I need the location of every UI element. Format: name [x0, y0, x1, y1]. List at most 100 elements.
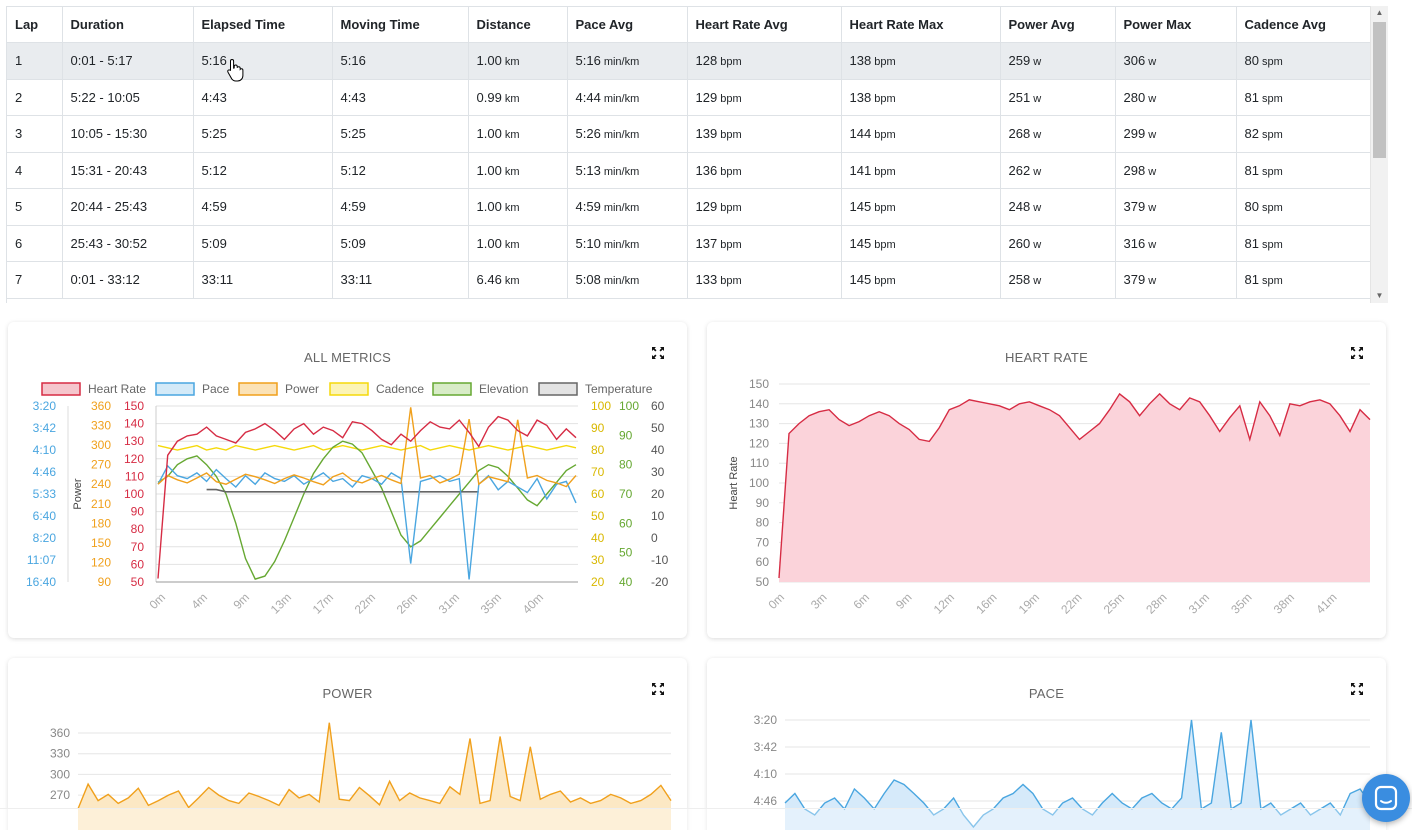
column-header-heart-rate-avg[interactable]: Heart Rate Avg	[687, 6, 842, 43]
cell-unit: km	[504, 129, 520, 142]
cell-cadence: 81 spm	[1236, 225, 1372, 262]
table-row[interactable]: 7 0:01 - 33:12 33:11 33:11 6.46 km 5:08 min/km 1…	[7, 261, 1372, 299]
pace-title: PACE	[1028, 686, 1065, 701]
heart_rate-tick-label: 100	[124, 487, 144, 501]
expand-arrows-icon[interactable]	[651, 346, 665, 360]
cell-elapsed: 5:12	[193, 152, 333, 189]
heart_rate-tick-label: 70	[131, 540, 145, 554]
column-header-power-avg[interactable]: Power Avg	[1000, 6, 1116, 43]
cell-moving: 5:25	[332, 115, 469, 153]
cell-elapsed: 5:16	[193, 42, 333, 80]
table-row[interactable]: 6 25:43 - 30:52 5:09 5:09 1.00 km 5:10 min/km 13…	[7, 225, 1372, 262]
pace-tick-label: 4:10	[33, 443, 57, 457]
y-tick-label: 110	[750, 456, 769, 470]
series-line-power	[157, 407, 577, 488]
heart-rate-chart[interactable]: 150 140 130 120 110 100 90 80 70 60 50 Heart Rate 0m…	[707, 322, 1386, 638]
cell-lap: 6	[7, 225, 63, 262]
cell-power_max: 280 w	[1115, 79, 1237, 116]
expand-arrows-icon[interactable]	[651, 682, 665, 696]
cell-value: 280	[1123, 89, 1146, 105]
cell-value: 144	[849, 126, 872, 142]
cell-distance: 1.00 km	[468, 152, 568, 189]
table-scrollbar[interactable]: ▲ ▼	[1370, 6, 1388, 303]
pace-chart[interactable]: 3:20 3:42 4:10 4:46	[707, 658, 1386, 830]
cell-unit: bpm	[874, 56, 896, 69]
table-row[interactable]: 1 0:01 - 5:17 5:16 5:16 1.00 km 5:16 min/km 128 b…	[7, 42, 1372, 80]
cell-value: 258	[1008, 272, 1031, 288]
x-tick-label: 35m	[478, 590, 504, 616]
cell-duration: 0:01 - 5:17	[62, 42, 194, 80]
laps-table-container[interactable]: Lap Duration Elapsed Time Moving Time Di…	[6, 6, 1388, 303]
chat-bubble-icon	[1374, 785, 1398, 811]
table-row[interactable]: 2 5:22 - 10:05 4:43 4:43 0.99 km 4:44 min/km 129…	[7, 79, 1372, 116]
cell-value: 81	[1244, 272, 1259, 288]
cell-duration: 5:22 - 10:05	[62, 79, 194, 116]
column-header-duration[interactable]: Duration	[62, 6, 194, 43]
cell-power_max: 316 w	[1115, 225, 1237, 262]
x-tick-label: 17m	[310, 590, 336, 616]
expand-arrows-icon[interactable]	[1350, 682, 1364, 696]
cell-cadence: 81 spm	[1236, 79, 1372, 116]
x-tick-label: 25m	[1101, 590, 1127, 616]
cell-unit: bpm	[874, 129, 896, 142]
cell-unit: w	[1148, 92, 1157, 105]
series-line-cadence	[157, 444, 577, 451]
cell-hr_avg: 128 bpm	[687, 42, 842, 80]
cell-hr_max: 138 bpm	[841, 42, 1001, 80]
scroll-down-arrow-icon[interactable]: ▼	[1375, 291, 1384, 300]
temperature-tick-label: 10	[651, 509, 665, 523]
cell-unit: spm	[1261, 202, 1283, 215]
scroll-up-arrow-icon[interactable]: ▲	[1375, 8, 1384, 17]
x-tick-label: 40m	[520, 590, 546, 616]
column-header-pace-avg[interactable]: Pace Avg	[567, 6, 688, 43]
cell-value: 268	[1008, 126, 1031, 142]
cadence-tick-label: 80	[591, 443, 605, 457]
temperature-tick-label: 0	[651, 531, 658, 545]
cell-hr_max: 141 bpm	[841, 152, 1001, 189]
cell-elapsed: 33:11	[193, 261, 333, 299]
cell-unit: min/km	[603, 92, 640, 105]
pace-tick-label: 5:33	[33, 487, 57, 501]
column-header-elapsed-time[interactable]: Elapsed Time	[193, 6, 333, 43]
legend-swatch	[238, 382, 278, 396]
column-header-moving-time[interactable]: Moving Time	[332, 6, 469, 43]
table-row[interactable]: 3 10:05 - 15:30 5:25 5:25 1.00 km 5:26 min/km 13…	[7, 115, 1372, 153]
elevation-tick-label: 100	[619, 399, 639, 413]
column-header-power-max[interactable]: Power Max	[1115, 6, 1237, 43]
cell-hr_avg: 129 bpm	[687, 79, 842, 116]
power-chart[interactable]: 360 330 300 270	[8, 658, 687, 830]
legend-label: Elevation	[479, 382, 528, 396]
cell-moving: 4:59	[332, 188, 469, 226]
power-axis-label: Power	[72, 478, 84, 510]
all-metrics-title: ALL METRICS	[304, 350, 391, 365]
legend-label: Pace	[202, 382, 230, 396]
power-tick-label: 360	[91, 399, 111, 413]
expand-arrows-icon[interactable]	[1350, 346, 1364, 360]
table-row[interactable]: 4 15:31 - 20:43 5:12 5:12 1.00 km 5:13 min/km 13…	[7, 152, 1372, 189]
column-header-cadence-avg[interactable]: Cadence Avg	[1236, 6, 1372, 43]
column-header-heart-rate-max[interactable]: Heart Rate Max	[841, 6, 1001, 43]
table-header-row: Lap Duration Elapsed Time Moving Time Di…	[7, 6, 1372, 43]
column-header-distance[interactable]: Distance	[468, 6, 568, 43]
x-tick-label: 31m	[436, 590, 462, 616]
cell-unit: w	[1148, 129, 1157, 142]
chat-bubble-icon[interactable]	[1362, 774, 1410, 822]
cell-unit: km	[504, 202, 520, 215]
table-row[interactable]: 5 20:44 - 25:43 4:59 4:59 1.00 km 4:59 min/km 12…	[7, 188, 1372, 226]
scrollbar-thumb[interactable]	[1373, 22, 1386, 158]
y-tick-label: 90	[756, 496, 770, 510]
cell-value: 5:26	[575, 126, 601, 142]
cell-value: 4:44	[575, 89, 601, 105]
series-line-temperature	[206, 488, 479, 493]
cell-power_max: 379 w	[1115, 261, 1237, 299]
pace-tick-label: 16:40	[26, 575, 56, 589]
cell-cadence: 82 spm	[1236, 115, 1372, 153]
cell-unit: w	[1148, 202, 1157, 215]
y-tick-label: 100	[749, 476, 769, 490]
all-metrics-chart[interactable]: Heart Rate Pace Power Cadence Elevation Tempe…	[8, 322, 687, 638]
cell-power_avg: 258 w	[1000, 261, 1116, 299]
cell-unit: bpm	[874, 275, 896, 288]
column-header-lap[interactable]: Lap	[7, 6, 63, 43]
cell-power_avg: 268 w	[1000, 115, 1116, 153]
temperature-tick-label: 30	[651, 465, 665, 479]
